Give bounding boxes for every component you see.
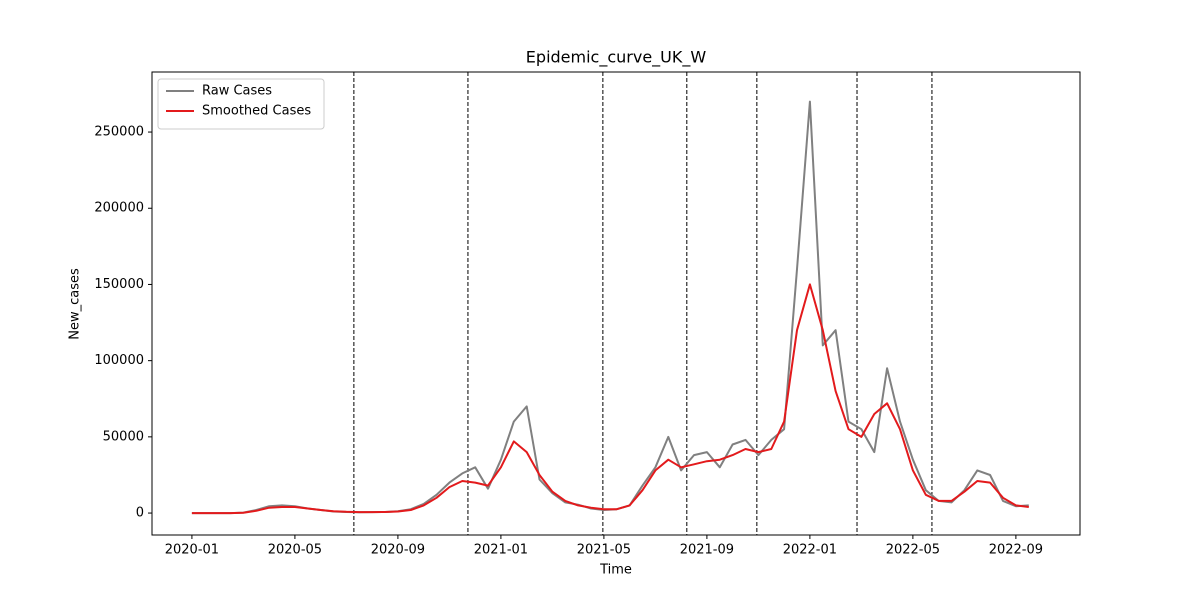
x-tick-label: 2020-01 bbox=[165, 543, 219, 558]
legend-label: Raw Cases bbox=[202, 84, 272, 99]
x-tick-label: 2021-09 bbox=[680, 543, 734, 558]
plot-frame bbox=[151, 71, 1081, 536]
x-tick-label: 2020-05 bbox=[268, 543, 322, 558]
series-line bbox=[191, 100, 1029, 515]
legend-box bbox=[157, 78, 325, 130]
y-tick-label: 50000 bbox=[103, 429, 144, 444]
y-axis-label: New_cases bbox=[68, 268, 83, 340]
x-tick-label: 2020-09 bbox=[371, 543, 425, 558]
x-tick-label: 2021-01 bbox=[474, 543, 528, 558]
x-tick-label: 2022-05 bbox=[886, 543, 940, 558]
y-tick-label: 150000 bbox=[94, 277, 144, 292]
y-tick-label: 200000 bbox=[94, 201, 144, 216]
x-tick-label: 2022-09 bbox=[989, 543, 1043, 558]
y-tick-label: 100000 bbox=[94, 353, 144, 368]
legend-label: Smoothed Cases bbox=[202, 104, 311, 119]
x-tick-label: 2022-01 bbox=[783, 543, 837, 558]
chart-title: Epidemic_curve_UK_W bbox=[526, 48, 707, 68]
y-tick-label: 250000 bbox=[94, 125, 144, 140]
series-line bbox=[191, 283, 1029, 515]
x-axis-label: Time bbox=[599, 563, 632, 578]
x-tick-label: 2021-05 bbox=[577, 543, 631, 558]
y-tick-label: 0 bbox=[136, 506, 144, 521]
